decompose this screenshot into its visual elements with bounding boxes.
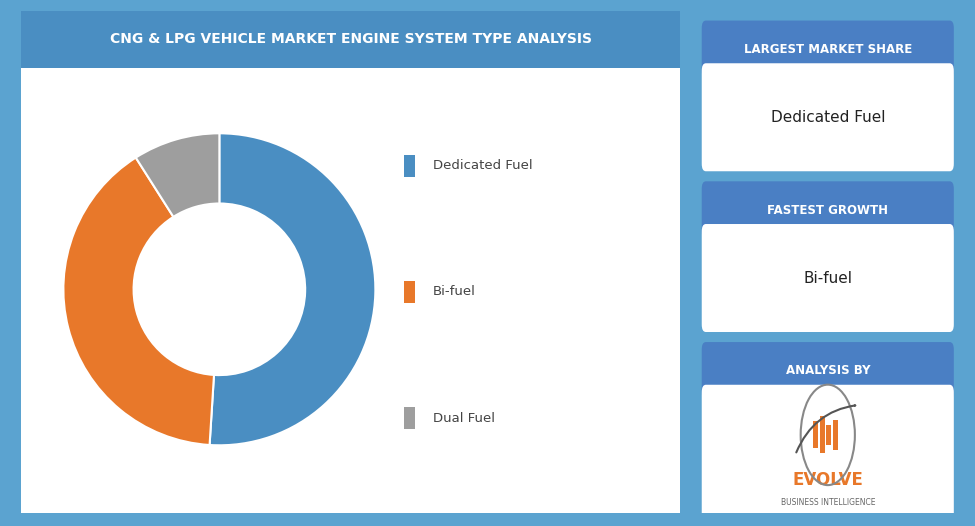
Wedge shape [210, 133, 375, 446]
Wedge shape [63, 158, 214, 445]
FancyBboxPatch shape [21, 11, 680, 513]
Text: CNG & LPG VEHICLE MARKET ENGINE SYSTEM TYPE ANALYSIS: CNG & LPG VEHICLE MARKET ENGINE SYSTEM T… [109, 33, 592, 46]
FancyBboxPatch shape [834, 420, 838, 450]
Text: Bi-fuel: Bi-fuel [803, 270, 852, 286]
FancyBboxPatch shape [405, 155, 415, 177]
Text: LARGEST MARKET SHARE: LARGEST MARKET SHARE [744, 43, 912, 56]
Text: FASTEST GROWTH: FASTEST GROWTH [767, 204, 888, 217]
Text: Dual Fuel: Dual Fuel [433, 412, 495, 424]
Text: 51%: 51% [220, 287, 274, 307]
FancyBboxPatch shape [827, 425, 832, 445]
Text: Dedicated Fuel: Dedicated Fuel [770, 110, 885, 125]
FancyBboxPatch shape [702, 342, 954, 400]
Text: BUSINESS INTELLIGENCE: BUSINESS INTELLIGENCE [781, 498, 875, 507]
FancyBboxPatch shape [702, 63, 954, 171]
FancyBboxPatch shape [820, 416, 825, 453]
FancyBboxPatch shape [21, 11, 680, 68]
Text: Dedicated Fuel: Dedicated Fuel [433, 159, 532, 172]
Wedge shape [136, 133, 219, 217]
FancyBboxPatch shape [702, 21, 954, 78]
FancyBboxPatch shape [702, 181, 954, 239]
FancyArrowPatch shape [797, 405, 855, 452]
Text: ANALYSIS BY: ANALYSIS BY [786, 365, 870, 378]
Text: EVOLVE: EVOLVE [793, 471, 863, 489]
FancyBboxPatch shape [702, 385, 954, 526]
Text: Bi-fuel: Bi-fuel [433, 286, 476, 298]
FancyBboxPatch shape [405, 407, 415, 429]
FancyBboxPatch shape [702, 224, 954, 332]
FancyBboxPatch shape [405, 281, 415, 303]
FancyBboxPatch shape [813, 421, 818, 449]
